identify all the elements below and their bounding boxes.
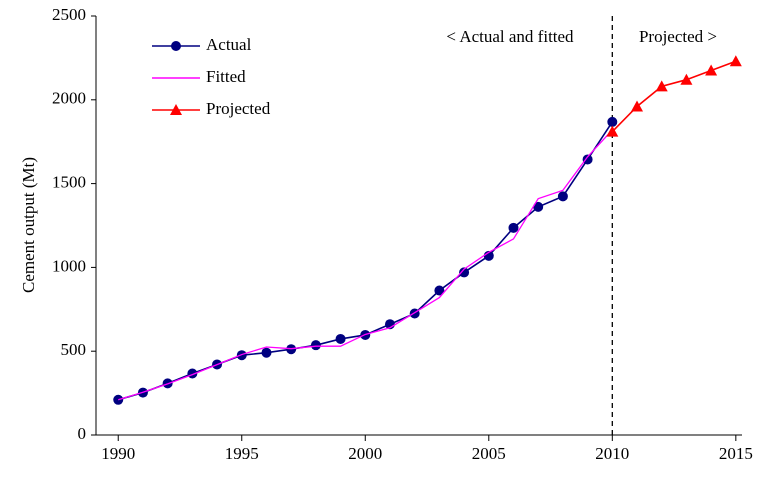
point [335,333,346,344]
point [729,55,742,67]
legend-marker [170,104,182,115]
x-tick-label: 2000 [348,444,382,463]
point [680,73,693,85]
point [459,267,470,278]
point [508,222,519,233]
x-tick-label: 1995 [225,444,259,463]
point [606,125,619,137]
y-tick-label: 0 [78,424,87,443]
point [607,116,618,127]
annotation: Projected > [639,27,717,46]
x-tick-label: 2005 [472,444,506,463]
legend-label: Actual [206,35,252,54]
point [557,191,568,202]
point [310,340,321,351]
point [582,154,593,165]
y-tick-label: 500 [61,340,87,359]
point [705,64,718,76]
annotation: < Actual and fitted [446,27,574,46]
point [261,347,272,358]
point [655,80,668,92]
legend-label: Fitted [206,67,246,86]
x-tick-label: 1990 [101,444,135,463]
series-line [118,129,613,401]
legend-marker [171,41,181,51]
y-tick-label: 2500 [52,5,86,24]
y-tick-label: 1500 [52,173,86,192]
x-tick-label: 2010 [595,444,629,463]
series-line [118,121,613,401]
legend-label: Projected [206,99,271,118]
point [533,201,544,212]
y-tick-label: 1000 [52,256,86,275]
series-line [611,60,737,133]
y-axis-label: Cement output (Mt) [19,157,38,293]
x-tick-label: 2015 [719,444,753,463]
point [434,285,445,296]
y-tick-label: 2000 [52,89,86,108]
point [631,100,644,112]
